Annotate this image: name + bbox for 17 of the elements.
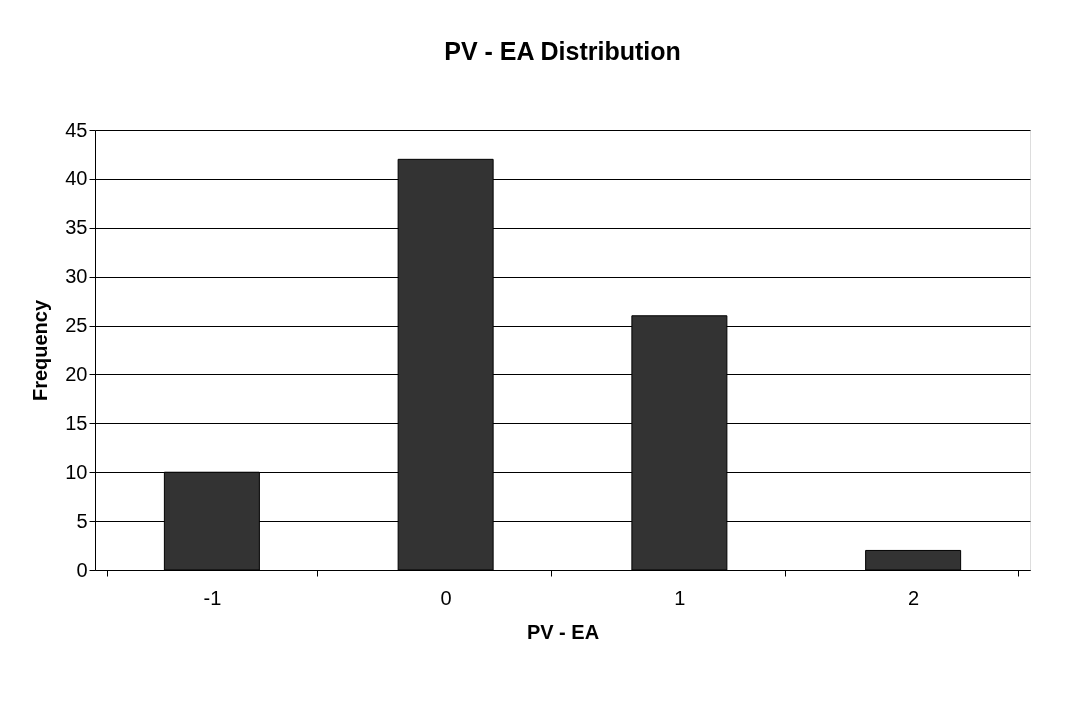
x-tick-label: 2 xyxy=(908,586,920,609)
y-axis-title: Frequency xyxy=(29,299,52,402)
y-tick-label: 45 xyxy=(65,118,88,141)
x-axis-title: PV - EA xyxy=(526,620,600,643)
y-tick-label: 25 xyxy=(65,314,88,337)
y-tick-label: 20 xyxy=(65,362,88,385)
y-tick-label: 5 xyxy=(76,509,88,532)
y-tick-label: 40 xyxy=(65,167,88,190)
y-tick-label: 10 xyxy=(65,460,88,483)
chart-title: PV - EA Distribution xyxy=(444,37,681,65)
y-tick-label: 35 xyxy=(65,216,88,239)
y-tick-label: 15 xyxy=(65,411,88,434)
y-tick-label: 0 xyxy=(76,558,88,581)
x-tick-label: -1 xyxy=(203,586,222,609)
x-tick-label: 1 xyxy=(674,586,686,609)
y-tick-label: 30 xyxy=(65,265,88,288)
x-tick-label: 0 xyxy=(440,586,452,609)
